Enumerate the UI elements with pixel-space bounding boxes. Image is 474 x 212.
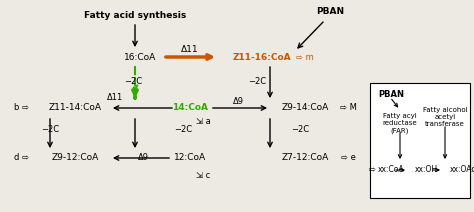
Text: b ⇨: b ⇨ (15, 103, 29, 113)
Text: ⇨ M: ⇨ M (339, 103, 356, 113)
Text: ⇨ m: ⇨ m (296, 53, 314, 61)
FancyBboxPatch shape (370, 83, 470, 198)
Text: xx:CoA: xx:CoA (378, 166, 405, 174)
Text: 14:CoA: 14:CoA (172, 103, 208, 113)
Text: PBAN: PBAN (316, 7, 344, 17)
Text: Z11-16:CoA: Z11-16:CoA (233, 53, 292, 61)
Text: −2C: −2C (174, 126, 192, 134)
Text: d ⇨: d ⇨ (15, 153, 29, 163)
Text: Z11-14:CoA: Z11-14:CoA (48, 103, 101, 113)
Text: Fatty alcohol
acetyl
transferase: Fatty alcohol acetyl transferase (423, 107, 467, 127)
Text: Δ9: Δ9 (233, 98, 244, 106)
Text: xx:OH: xx:OH (415, 166, 438, 174)
Text: Fatty acyl
reductase
(FAR): Fatty acyl reductase (FAR) (383, 113, 417, 134)
Text: −2C: −2C (124, 77, 142, 85)
Text: Fatty acid synthesis: Fatty acid synthesis (84, 11, 186, 20)
Text: ⇨ e: ⇨ e (340, 153, 356, 163)
Text: Δ11: Δ11 (107, 92, 123, 102)
Text: ⇨: ⇨ (368, 166, 375, 174)
Text: Δ9: Δ9 (137, 153, 148, 163)
Text: 16:CoA: 16:CoA (124, 53, 156, 61)
Text: PBAN: PBAN (378, 90, 404, 99)
Text: ⇲ c: ⇲ c (196, 170, 210, 180)
Text: −2C: −2C (248, 77, 266, 85)
Text: 12:CoA: 12:CoA (174, 153, 206, 163)
Text: −2C: −2C (41, 126, 59, 134)
Text: −2C: −2C (291, 126, 309, 134)
Text: Δ11: Δ11 (181, 46, 199, 54)
Text: xx:OAc: xx:OAc (450, 166, 474, 174)
Text: Z9-12:CoA: Z9-12:CoA (51, 153, 99, 163)
Text: Z7-12:CoA: Z7-12:CoA (282, 153, 328, 163)
Text: ⇲ a: ⇲ a (196, 117, 210, 127)
Text: Z9-14:CoA: Z9-14:CoA (282, 103, 328, 113)
